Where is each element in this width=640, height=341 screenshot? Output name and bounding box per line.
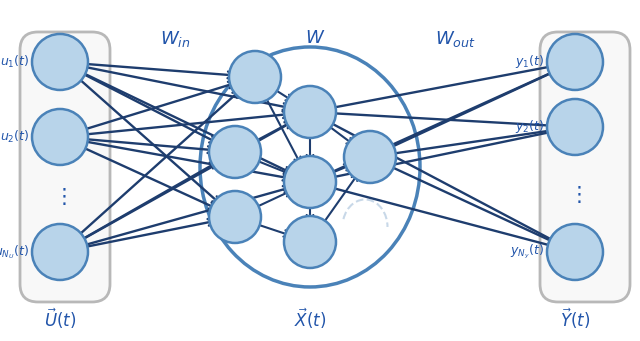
Text: $W_{in}$: $W_{in}$: [160, 29, 190, 49]
Circle shape: [32, 34, 88, 90]
Text: $W_{out}$: $W_{out}$: [435, 29, 476, 49]
Text: $\vec{X}(t)$: $\vec{X}(t)$: [294, 307, 326, 331]
Circle shape: [284, 156, 336, 208]
Circle shape: [344, 131, 396, 183]
Circle shape: [547, 99, 603, 155]
Circle shape: [547, 34, 603, 90]
Text: $y_2(t)$: $y_2(t)$: [515, 118, 544, 135]
Circle shape: [284, 216, 336, 268]
Circle shape: [229, 51, 281, 103]
Text: $y_{N_y}(t)$: $y_{N_y}(t)$: [510, 243, 544, 261]
FancyBboxPatch shape: [540, 32, 630, 302]
Circle shape: [32, 224, 88, 280]
Circle shape: [547, 224, 603, 280]
Text: $\vdots$: $\vdots$: [568, 184, 582, 206]
Circle shape: [209, 191, 261, 243]
Text: $\vdots$: $\vdots$: [53, 187, 67, 207]
Circle shape: [32, 109, 88, 165]
Circle shape: [284, 86, 336, 138]
Text: $u_{N_U}(t)$: $u_{N_U}(t)$: [0, 243, 29, 261]
Text: $u_1(t)$: $u_1(t)$: [0, 54, 29, 70]
FancyBboxPatch shape: [20, 32, 110, 302]
Circle shape: [209, 126, 261, 178]
Text: $\vec{Y}(t)$: $\vec{Y}(t)$: [560, 307, 590, 331]
Text: $W$: $W$: [305, 29, 325, 47]
Text: $\vec{U}(t)$: $\vec{U}(t)$: [44, 307, 76, 331]
Text: $u_2(t)$: $u_2(t)$: [0, 129, 29, 145]
Text: $y_1(t)$: $y_1(t)$: [515, 54, 544, 71]
